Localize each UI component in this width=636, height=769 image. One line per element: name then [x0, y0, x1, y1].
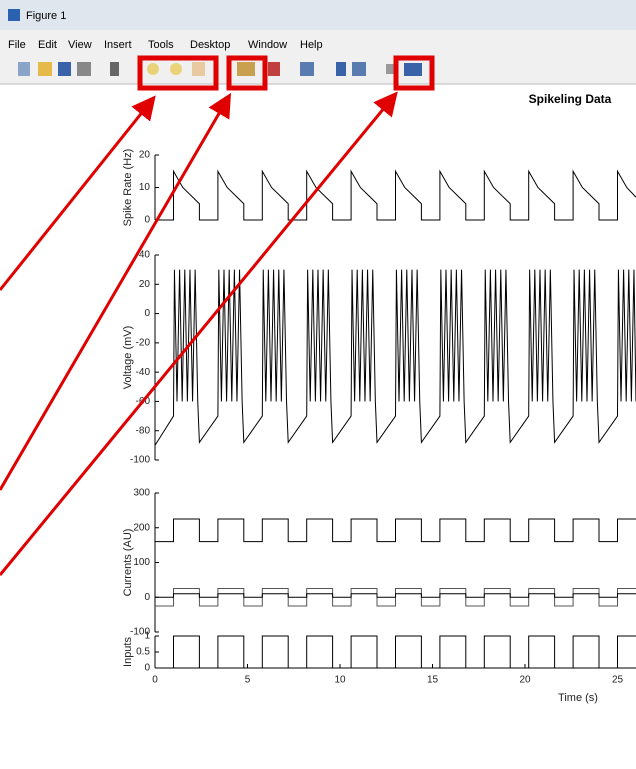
y-tick-label: 1 — [144, 631, 150, 642]
y-tick-label: 40 — [139, 250, 151, 261]
y-tick-label: -20 — [136, 337, 151, 348]
y-tick-label: 0.5 — [136, 647, 150, 658]
x-tick-label: 10 — [334, 675, 346, 686]
y-tick-label: 300 — [133, 488, 150, 499]
tool-icon[interactable] — [38, 62, 52, 76]
menu-item[interactable]: Help — [300, 39, 323, 51]
tool-icon[interactable] — [77, 62, 91, 76]
tool-icon[interactable] — [268, 62, 280, 76]
menu-item[interactable]: Desktop — [190, 39, 230, 51]
menu-item[interactable]: Tools — [148, 39, 174, 51]
zoom-in-icon[interactable] — [147, 63, 159, 75]
y-axis-label: Inputs — [122, 637, 134, 667]
window-background — [0, 0, 636, 769]
y-tick-label: 0 — [144, 663, 150, 674]
chart-title: Spikeling Data — [529, 92, 612, 106]
menu-item[interactable]: View — [68, 39, 92, 51]
y-axis-label: Currents (AU) — [122, 529, 134, 597]
tool-icon[interactable] — [386, 64, 394, 74]
window-title: Figure 1 — [26, 10, 66, 22]
data-cursor-icon[interactable] — [237, 62, 255, 76]
tool-icon[interactable] — [18, 62, 30, 76]
pan-icon[interactable] — [192, 62, 205, 76]
x-tick-label: 0 — [152, 675, 158, 686]
zoom-out-icon[interactable] — [170, 63, 182, 75]
y-tick-label: -100 — [130, 455, 150, 466]
figure-window: Figure 1 File Edit View Insert Tools Desktop W… — [0, 0, 636, 769]
x-tick-label: 25 — [612, 675, 624, 686]
y-tick-label: 20 — [139, 279, 151, 290]
tool-icon[interactable] — [352, 62, 366, 76]
y-tick-label: 0 — [144, 308, 150, 319]
title-bar — [0, 0, 636, 30]
y-tick-label: 200 — [133, 522, 150, 533]
menu-item[interactable]: Edit — [38, 39, 57, 51]
y-tick-label: 0 — [144, 215, 150, 226]
y-tick-label: 100 — [133, 557, 150, 568]
tool-icon[interactable] — [336, 62, 346, 76]
x-axis-label: Time (s) — [558, 692, 598, 704]
tool-icon[interactable] — [110, 62, 119, 76]
menu-item[interactable]: File — [8, 39, 26, 51]
window-icon — [8, 9, 20, 21]
tool-icon[interactable] — [58, 62, 71, 76]
y-axis-label: Spike Rate (Hz) — [122, 149, 134, 227]
y-tick-label: -40 — [136, 367, 151, 378]
y-tick-label: 20 — [139, 150, 151, 161]
y-tick-label: 10 — [139, 182, 151, 193]
tool-icon[interactable] — [300, 62, 314, 76]
menu-item[interactable]: Insert — [104, 39, 132, 51]
x-tick-label: 15 — [427, 675, 439, 686]
menu-item[interactable]: Window — [248, 39, 287, 51]
menu-bar: File Edit View Insert Tools Desktop Window Help — [8, 39, 323, 51]
x-tick-label: 20 — [519, 675, 531, 686]
x-tick-label: 5 — [245, 675, 251, 686]
plot-tools-icon[interactable] — [404, 63, 422, 76]
y-tick-label: -80 — [136, 425, 151, 436]
y-axis-label: Voltage (mV) — [122, 326, 134, 390]
y-tick-label: 0 — [144, 592, 150, 603]
